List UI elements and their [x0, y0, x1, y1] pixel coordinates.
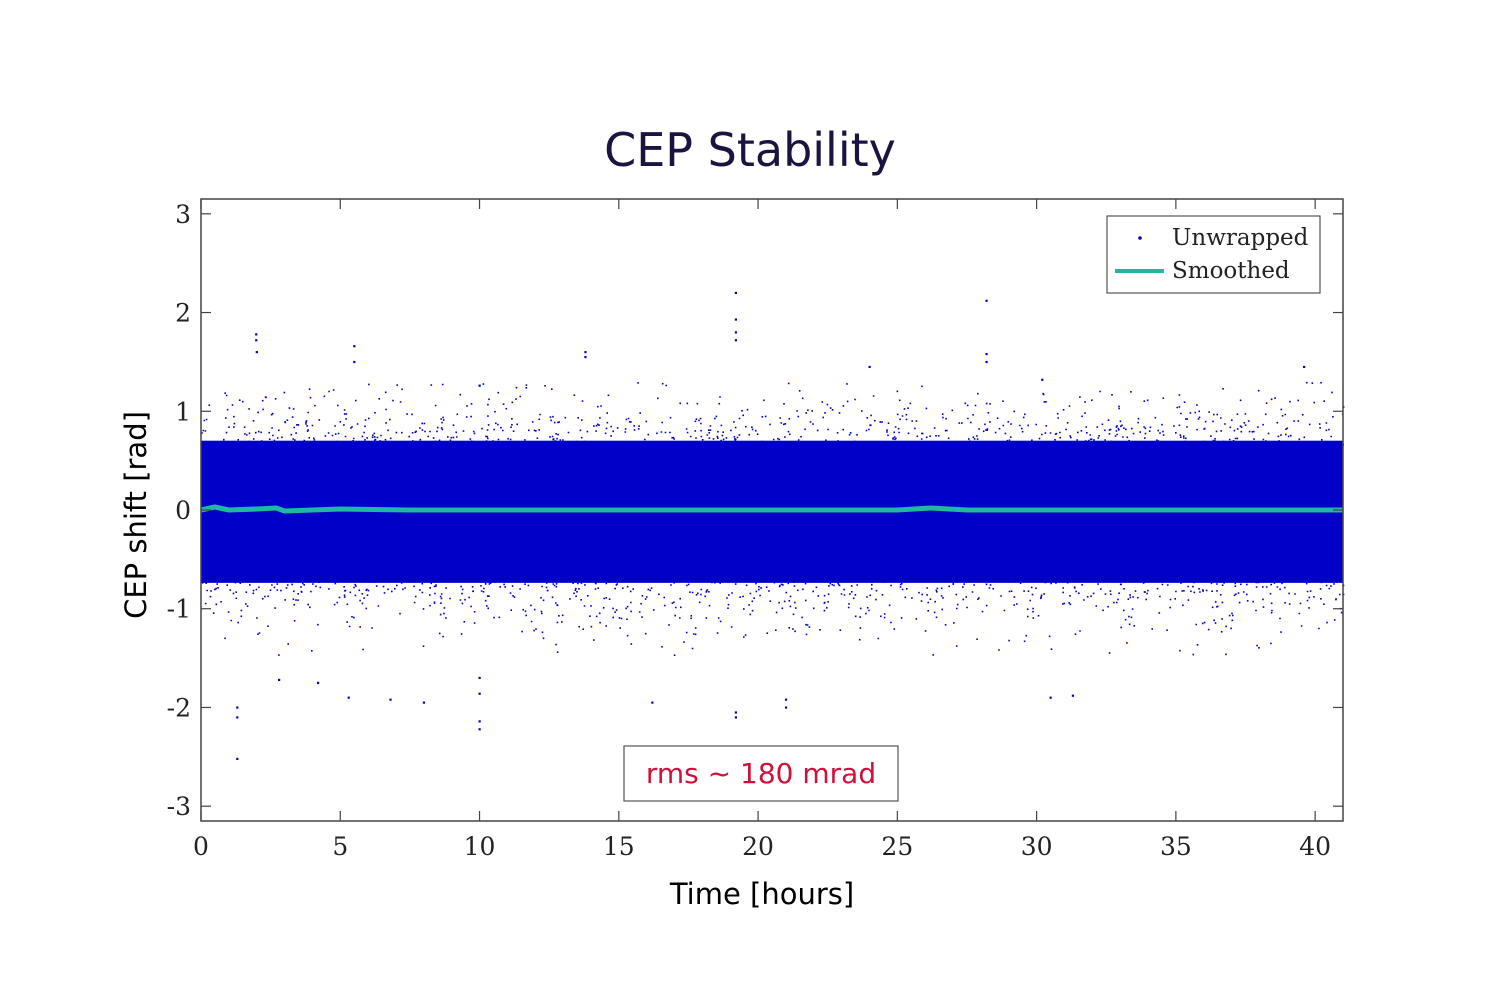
- outlier-point: [347, 696, 350, 699]
- outlier-point: [255, 351, 258, 354]
- x-tick-label: 40: [1299, 832, 1331, 861]
- outlier-point: [1041, 378, 1044, 381]
- outlier-point: [584, 355, 587, 359]
- y-tick-label: -2: [167, 693, 191, 722]
- outlier-point: [478, 720, 481, 723]
- y-tick-label: 1: [175, 397, 191, 426]
- outlier-point: [353, 345, 356, 348]
- outlier-point: [478, 692, 481, 695]
- y-axis: 3 2 1 0 -1 -2 -3: [167, 200, 1343, 821]
- outlier-point: [1303, 365, 1306, 369]
- outlier-point: [784, 706, 788, 709]
- legend-unwrapped-marker: [1138, 236, 1142, 240]
- outlier-point: [734, 291, 737, 294]
- y-tick-label: -3: [167, 792, 191, 821]
- outlier-point: [316, 681, 320, 684]
- x-tick-label: 0: [193, 832, 209, 861]
- outlier-point: [389, 698, 392, 701]
- outlier-point: [734, 711, 737, 714]
- outlier-point: [478, 384, 481, 387]
- x-axis: 0 5 10 15 20 25 30 35 40: [193, 199, 1331, 861]
- outlier-point: [1049, 696, 1052, 699]
- outlier-point: [734, 339, 737, 342]
- x-tick-label: 35: [1160, 832, 1192, 861]
- outlier-point: [734, 716, 737, 719]
- outlier-point: [478, 676, 481, 680]
- x-tick-label: 10: [464, 832, 496, 861]
- annotation-text: rms ~ 180 mrad: [646, 757, 876, 790]
- unwrapped-outliers: [236, 291, 1306, 760]
- outlier-point: [734, 331, 737, 334]
- outlier-point: [985, 353, 988, 356]
- y-tick-label: 2: [175, 299, 191, 328]
- legend: Unwrapped Smoothed: [1106, 215, 1321, 294]
- outlier-point: [353, 360, 356, 364]
- smoothed-series-line: [200, 504, 1343, 514]
- chart-title: CEP Stability: [604, 123, 896, 177]
- x-tick-label: 30: [1021, 832, 1053, 861]
- outlier-point: [236, 706, 239, 709]
- legend-unwrapped-label: Unwrapped: [1172, 225, 1309, 251]
- outlier-point: [985, 299, 988, 302]
- x-tick-label: 20: [742, 832, 774, 861]
- outlier-point: [422, 701, 426, 704]
- y-axis-label: CEP shift [rad]: [119, 411, 153, 619]
- outlier-point: [868, 365, 871, 369]
- outlier-point: [236, 757, 239, 760]
- outlier-point: [784, 698, 788, 701]
- legend-smoothed-label: Smoothed: [1172, 258, 1290, 284]
- x-tick-label: 25: [881, 832, 913, 861]
- x-tick-label: 5: [332, 832, 348, 861]
- outlier-point: [478, 728, 481, 731]
- y-tick-label: 3: [175, 200, 191, 229]
- outlier-point: [985, 360, 988, 364]
- rms-annotation: rms ~ 180 mrad: [623, 745, 899, 802]
- outlier-point: [584, 351, 587, 354]
- outlier-point: [1071, 694, 1075, 697]
- outlier-point: [255, 333, 258, 336]
- outlier-point: [734, 318, 737, 321]
- outlier-point: [651, 701, 654, 704]
- outlier-point: [277, 678, 281, 682]
- unwrapped-scatter-points: [201, 381, 1345, 656]
- x-tick-label: 15: [603, 832, 635, 861]
- outlier-point: [255, 339, 258, 342]
- x-axis-label: Time [hours]: [669, 877, 854, 911]
- legend-box: [1106, 215, 1321, 294]
- y-tick-label: -1: [167, 595, 191, 624]
- outlier-point: [236, 716, 239, 719]
- y-tick-label: 0: [175, 496, 191, 525]
- annotation-box: [623, 745, 899, 802]
